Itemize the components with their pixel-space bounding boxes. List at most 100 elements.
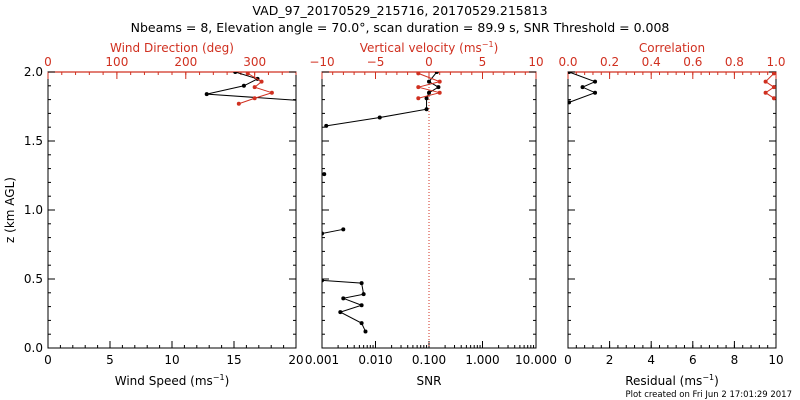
- top-tick-label: −10: [309, 55, 334, 69]
- series-point: [322, 172, 327, 177]
- top-tick-label: 0.0: [558, 55, 577, 69]
- panel-frame: [567, 71, 777, 349]
- series-line-0: [326, 72, 440, 127]
- series-point: [593, 79, 598, 84]
- bottom-tick-label: 15: [226, 353, 241, 367]
- series-point: [245, 72, 250, 76]
- series-point: [361, 292, 366, 297]
- plot-created-footer: Plot created on Fri Jun 2 17:01:29 2017: [625, 390, 792, 400]
- series-point: [341, 227, 346, 232]
- y-tick-label: 0.5: [24, 272, 43, 286]
- series-point: [568, 72, 572, 74]
- y-tick-label: 2.0: [24, 65, 43, 79]
- bottom-axis-title: SNR: [417, 374, 442, 388]
- series-line-2: [322, 228, 344, 234]
- series-point: [424, 107, 429, 112]
- top-tick-label: 0: [44, 55, 52, 69]
- top-tick-label: 0.8: [725, 55, 744, 69]
- top-tick-label: 0: [425, 55, 433, 69]
- series-point: [436, 85, 441, 90]
- bottom-tick-label: 5: [106, 353, 114, 367]
- top-axis-title: Vertical velocity (ms−1): [360, 40, 499, 55]
- series-point: [437, 79, 442, 84]
- series-point: [259, 79, 264, 84]
- series-point: [771, 96, 776, 101]
- y-tick-label: 0.0: [24, 341, 43, 355]
- series-point: [763, 90, 768, 95]
- series-point: [359, 321, 364, 326]
- series-point: [204, 92, 209, 97]
- top-tick-label: 100: [105, 55, 128, 69]
- figure-title-line2: Nbeams = 8, Elevation angle = 70.0°, sca…: [131, 20, 670, 35]
- bottom-tick-label: 0.100: [412, 353, 446, 367]
- series-point: [434, 72, 439, 74]
- bottom-axis-title: Wind Speed (ms−1): [115, 373, 230, 388]
- series-point: [437, 90, 442, 95]
- bottom-tick-label: 0: [44, 353, 52, 367]
- series-point: [593, 90, 598, 95]
- bottom-tick-label: 0.001: [305, 353, 339, 367]
- bottom-tick-label: 4: [647, 353, 655, 367]
- series-point: [359, 281, 364, 286]
- series-point: [771, 72, 776, 76]
- bottom-tick-label: 2: [606, 353, 614, 367]
- panel-data: [322, 72, 442, 348]
- series-point: [341, 296, 346, 301]
- series-point: [427, 90, 431, 95]
- top-tick-label: 0.2: [600, 55, 619, 69]
- top-axis-title: Correlation: [639, 41, 705, 55]
- series-point: [416, 72, 421, 76]
- top-tick-label: 0.6: [683, 55, 702, 69]
- top-tick-label: 1.0: [766, 55, 785, 69]
- series-point: [359, 303, 364, 308]
- series-point: [252, 96, 257, 101]
- bottom-tick-label: 20: [288, 353, 303, 367]
- series-point: [338, 310, 343, 315]
- series-point: [241, 83, 246, 88]
- bottom-tick-label: 10.000: [515, 353, 557, 367]
- panel-residual: 0 2 4 6 8 10 0.0 0.2 0.4 0.6 0.8 1.0 Residual (ms−1)…: [558, 41, 785, 388]
- top-tick-label: 10: [528, 55, 543, 69]
- series-point: [377, 115, 382, 120]
- y-axis-label: z (km AGL): [3, 177, 17, 243]
- series-point: [424, 96, 429, 101]
- series-point: [771, 85, 776, 90]
- top-axis-title: Wind Direction (deg): [110, 41, 234, 55]
- top-tick-label: 200: [174, 55, 197, 69]
- series-point: [236, 101, 241, 106]
- series-point: [763, 79, 768, 84]
- series-point: [324, 123, 329, 128]
- series-line-1: [238, 72, 274, 105]
- series-point: [252, 85, 257, 90]
- panel-data: [568, 72, 776, 105]
- series-point: [322, 231, 324, 236]
- bottom-tick-label: 0.010: [358, 353, 392, 367]
- figure-title-line1: VAD_97_20170529_215716, 20170529.215813: [252, 3, 547, 18]
- bottom-axis-title: Residual (ms−1): [625, 373, 719, 388]
- series-point: [363, 329, 368, 334]
- panel-data: [204, 72, 308, 106]
- top-tick-label: 5: [479, 55, 487, 69]
- y-tick-label: 1.5: [24, 134, 43, 148]
- series-point: [568, 100, 572, 105]
- series-point: [233, 72, 238, 74]
- y-tick-label: 1.0: [24, 203, 43, 217]
- top-tick-label: 300: [243, 55, 266, 69]
- panel-snr: 0.001 0.010 0.100 1.000 10.000 −10 −5 0 5 10 SNR Ve…: [305, 40, 557, 388]
- series-point: [580, 85, 585, 90]
- series-point: [416, 85, 421, 90]
- series-point: [269, 90, 274, 95]
- bottom-tick-label: 10: [164, 353, 179, 367]
- series-point: [427, 79, 431, 84]
- top-tick-label: 0.4: [642, 55, 661, 69]
- bottom-tick-label: 1.000: [465, 353, 499, 367]
- series-line-3: [322, 279, 366, 332]
- series-point: [304, 99, 308, 103]
- bottom-tick-label: 8: [731, 353, 739, 367]
- series-point: [322, 278, 324, 283]
- series-point: [416, 96, 421, 101]
- panel-frame: [47, 71, 297, 349]
